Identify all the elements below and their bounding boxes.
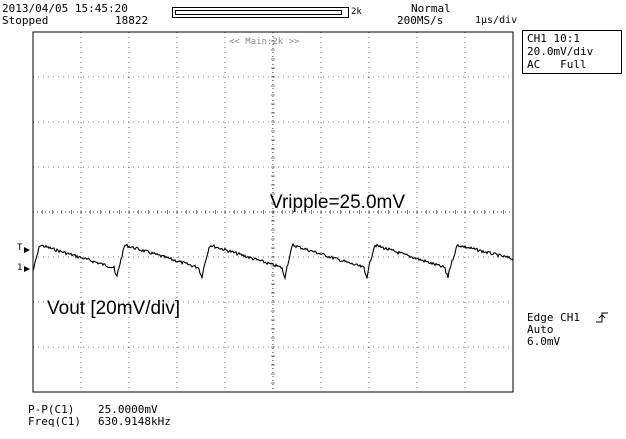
trigger-mode: Normal [411,2,451,15]
ch1-ground-arrow [24,266,30,272]
ripple-annotation: Vripple=25.0mV [270,192,406,213]
record-position-fill [175,10,342,15]
main-window-label: << Main:2k >> [229,37,300,47]
meas-label-pp: P-P(C1) [28,403,75,416]
trigger-level: 6.0mV [527,335,561,348]
trigger-sweep-mode: Auto [527,323,554,336]
trigger-type: Edge CH1 [527,311,580,324]
sample-rate: 200MS/s [397,14,444,27]
rising-edge-icon [596,312,608,323]
vout-annotation: Vout [20mV/div] [47,298,181,319]
ch1-probe: CH1 10:1 [527,32,580,45]
record-position-bar[interactable] [172,7,349,18]
meas-value-freq: 630.9148kHz [98,415,171,428]
time-per-div: 1μs/div [475,15,518,26]
meas-label-freq: Freq(C1) [28,415,81,428]
grid-lines [32,31,514,393]
trigger-level-arrow [24,247,30,253]
ch1-ground-marker: 1 [17,263,23,273]
ch1-coupling: AC Full [527,58,587,71]
ch1-volts-div: 20.0mV/div [527,45,594,58]
datetime: 2013/04/05 15:45:20 [2,2,128,15]
meas-value-pp: 25.0000mV [98,403,158,416]
trigger-level-marker: T [17,243,23,253]
acq-status: Stopped [2,14,49,27]
ch1-trace [32,242,514,281]
record-count: 18822 [115,14,149,27]
ch1-settings-box[interactable]: CH1 10:1 20.0mV/div AC Full [522,30,622,74]
record-length: 2k [351,7,362,17]
